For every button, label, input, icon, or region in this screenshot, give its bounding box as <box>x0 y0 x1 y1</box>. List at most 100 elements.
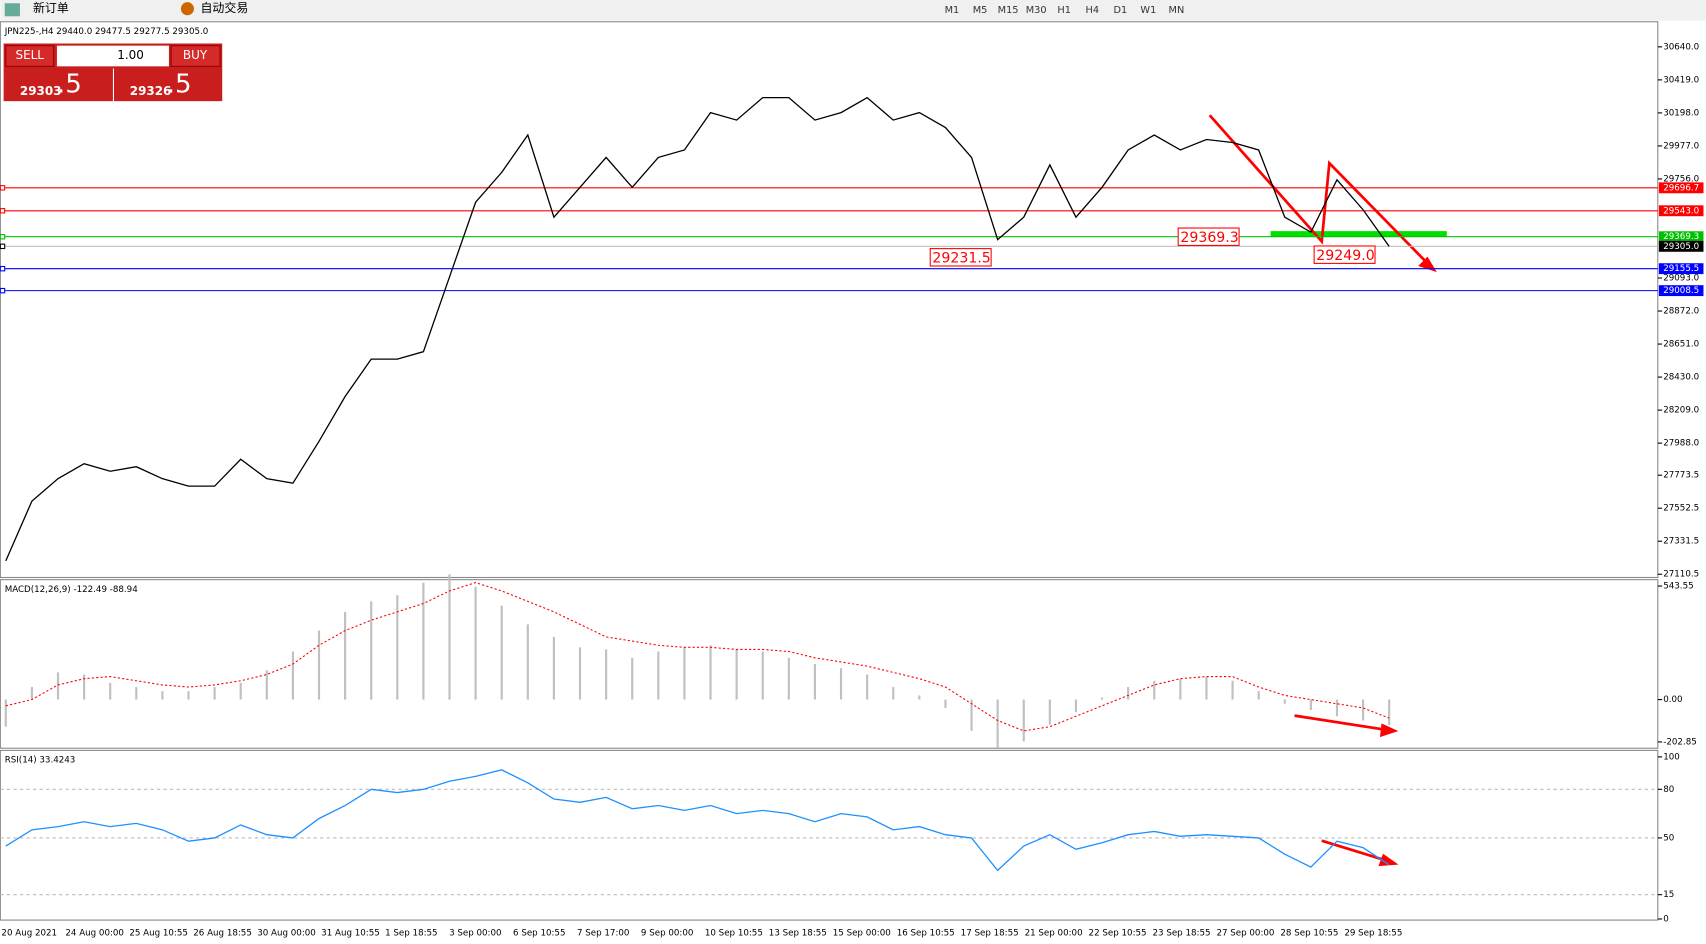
timeframe-button[interactable]: M15 <box>998 5 1019 16</box>
x-tick-label: 6 Sep 10:55 <box>513 929 565 939</box>
x-tick-label: 21 Sep 00:00 <box>1025 929 1083 939</box>
bid-big: 29303 <box>20 84 62 98</box>
y-tick-label: 27988.0 <box>1663 439 1699 449</box>
y-tick-label: 80 <box>1663 785 1674 795</box>
y-tick-label: 28872.0 <box>1663 307 1699 317</box>
x-tick-label: 1 Sep 18:55 <box>385 929 437 939</box>
annotation-box <box>1313 245 1376 264</box>
y-tick-label: 30198.0 <box>1663 108 1699 118</box>
level-label: 29155.5 <box>1663 264 1699 274</box>
x-tick-label: 30 Aug 00:00 <box>257 929 316 939</box>
level-handle <box>0 243 6 250</box>
timeframe-button[interactable]: W1 <box>1140 5 1156 16</box>
y-tick-label: 543.55 <box>1663 582 1693 592</box>
annotation-label: 29231.5 <box>932 250 990 266</box>
timeframe-button[interactable]: M5 <box>973 5 988 16</box>
level-box <box>1658 231 1704 243</box>
pane-title: JPN225-,H4 29440.0 29477.5 29277.5 29305… <box>4 27 209 37</box>
level-box <box>1658 205 1704 217</box>
y-tick-label: 50 <box>1663 833 1674 843</box>
arrow-head <box>1379 723 1399 738</box>
level-label: 29543.0 <box>1663 206 1699 216</box>
level-box <box>1658 182 1704 194</box>
macd-pane <box>0 579 1659 749</box>
y-tick-label: 100 <box>1663 752 1680 762</box>
level-handle <box>0 265 6 272</box>
x-tick-label: 15 Sep 00:00 <box>833 929 891 939</box>
new-order-button[interactable]: 新订单 <box>33 0 69 15</box>
y-tick-label: 0 <box>1663 914 1669 924</box>
y-tick-label: 29977.0 <box>1663 141 1699 151</box>
y-tick-label: 27331.5 <box>1663 537 1699 547</box>
level-label: 29696.7 <box>1663 183 1699 193</box>
x-tick-label: 22 Sep 10:55 <box>1089 929 1147 939</box>
volume: 1.00 <box>117 48 144 62</box>
annotation-label: 29249.0 <box>1316 248 1374 264</box>
timeframe-button[interactable]: H1 <box>1057 5 1071 16</box>
ask-small: .5 <box>167 69 192 99</box>
price-line <box>5 769 1390 872</box>
annotation-box <box>929 248 992 267</box>
y-tick-label: 27110.5 <box>1663 570 1699 580</box>
trade-panel: SELL 1.00 BUY 29303 .5 29326 .5 <box>3 43 223 102</box>
level-label: 29008.5 <box>1663 286 1699 296</box>
y-tick-label: 30640.0 <box>1663 42 1699 52</box>
x-tick-label: 10 Sep 10:55 <box>705 929 763 939</box>
buy-button[interactable] <box>170 45 221 67</box>
x-tick-label: 28 Sep 10:55 <box>1280 929 1338 939</box>
rsi-pane <box>0 749 1659 921</box>
x-tick-label: 31 Aug 10:55 <box>321 929 380 939</box>
level-handle <box>0 208 6 214</box>
macd-arrow <box>1294 714 1393 733</box>
level-handle <box>0 185 6 191</box>
pane-title: RSI(14) 33.4243 <box>5 756 76 766</box>
x-tick-label: 17 Sep 18:55 <box>961 929 1019 939</box>
y-tick-label: 27773.5 <box>1663 471 1699 481</box>
y-tick-label: 28209.0 <box>1663 406 1699 416</box>
timeframe-button[interactable]: M1 <box>945 5 960 16</box>
buy-label: BUY <box>183 48 208 62</box>
y-tick-label: 29756.0 <box>1663 174 1699 184</box>
y-tick-label: 27552.5 <box>1663 504 1699 514</box>
level-handle <box>0 287 6 294</box>
x-tick-label: 27 Sep 00:00 <box>1216 929 1274 939</box>
y-tick-label: 28430.0 <box>1663 373 1699 383</box>
y-tick-label: 29093.0 <box>1663 274 1699 284</box>
y-tick-label: 15 <box>1663 890 1674 900</box>
x-tick-label: 20 Aug 2021 <box>1 929 57 939</box>
x-tick-label: 23 Sep 18:55 <box>1153 929 1211 939</box>
main-pane <box>0 21 1659 579</box>
auto-trading-icon[interactable] <box>180 2 194 16</box>
timeframe-button[interactable]: MN <box>1169 5 1185 16</box>
level-box <box>1658 285 1704 297</box>
x-tick-label: 3 Sep 00:00 <box>449 929 501 939</box>
x-tick-label: 24 Aug 00:00 <box>65 929 124 939</box>
signal-line <box>5 582 1390 732</box>
timeframe-button[interactable]: M30 <box>1026 5 1047 16</box>
auto-trading-button[interactable]: 自动交易 <box>200 0 248 15</box>
volume-box[interactable] <box>56 45 169 67</box>
level-handle <box>0 234 6 240</box>
x-tick-label: 29 Sep 18:55 <box>1344 929 1402 939</box>
price-line <box>5 96 1390 562</box>
timeframe-button[interactable]: H4 <box>1085 5 1099 16</box>
ask-big: 29326 <box>130 84 172 98</box>
x-tick-label: 9 Sep 00:00 <box>641 929 693 939</box>
annotation-label: 29369.3 <box>1180 230 1238 246</box>
y-tick-label: 0.00 <box>1663 695 1682 705</box>
sell-label: SELL <box>15 48 44 62</box>
bid-small: .5 <box>57 69 82 99</box>
new-order-icon[interactable] <box>4 3 20 17</box>
x-tick-label: 13 Sep 18:55 <box>769 929 827 939</box>
level-label: 29305.0 <box>1663 242 1699 252</box>
x-tick-label: 26 Aug 18:55 <box>193 929 252 939</box>
level-label: 29369.3 <box>1663 232 1699 242</box>
timeframe-button[interactable]: D1 <box>1113 5 1127 16</box>
toolbar <box>0 0 1706 21</box>
x-tick-label: 16 Sep 10:55 <box>897 929 955 939</box>
sell-button[interactable] <box>5 45 55 67</box>
level-box <box>1658 240 1704 252</box>
x-tick-label: 7 Sep 17:00 <box>577 929 629 939</box>
y-tick-label: -202.85 <box>1663 737 1697 747</box>
